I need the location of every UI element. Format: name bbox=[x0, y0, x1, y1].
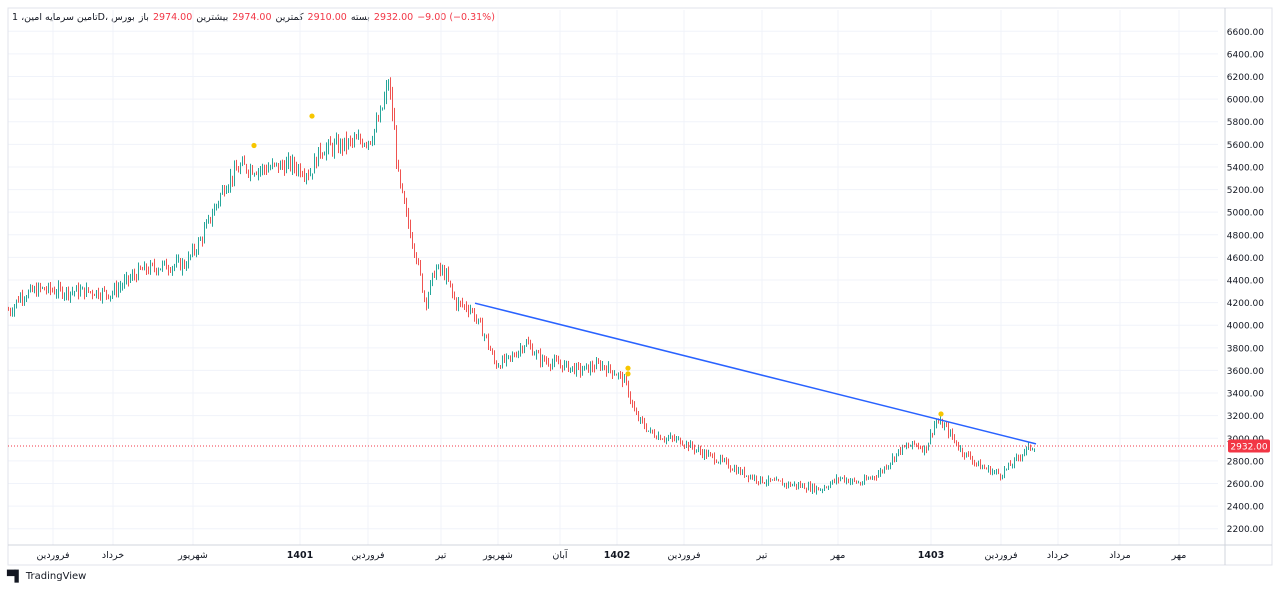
tradingview-logo-icon: ▀▌ bbox=[7, 570, 23, 583]
y-tick-label: 3800.00 bbox=[1227, 344, 1264, 354]
x-tick-label: خرداد bbox=[1047, 550, 1069, 561]
y-tick-label: 2200.00 bbox=[1227, 525, 1264, 535]
event-marker[interactable] bbox=[309, 113, 315, 119]
high-value: 2974.00 bbox=[232, 11, 272, 23]
event-marker[interactable] bbox=[938, 411, 944, 417]
y-tick-label: 4600.00 bbox=[1227, 254, 1264, 264]
chart-frame bbox=[7, 7, 1273, 566]
x-tick-label: فروردین bbox=[36, 550, 69, 561]
y-tick-label: 5000.00 bbox=[1227, 209, 1264, 219]
y-tick-label: 5200.00 bbox=[1227, 186, 1264, 196]
y-tick-label: 6400.00 bbox=[1227, 50, 1264, 60]
chart-header: تامین سرمایه امین، 1D، بورس باز 2974.00 … bbox=[12, 9, 495, 25]
open-value: 2974.00 bbox=[152, 11, 193, 23]
x-tick-label: فروردین bbox=[984, 550, 1017, 561]
tradingview-branding[interactable]: ▀▌ TradingView bbox=[7, 570, 86, 583]
trendline[interactable] bbox=[474, 302, 1037, 445]
y-tick-label: 5400.00 bbox=[1227, 163, 1264, 173]
y-tick-label: 4400.00 bbox=[1227, 277, 1264, 287]
y-tick-label: 2400.00 bbox=[1227, 503, 1264, 513]
y-tick-label: 4200.00 bbox=[1227, 299, 1264, 309]
last-price-badge bbox=[1228, 439, 1270, 453]
close-value: 2932.00 bbox=[373, 11, 414, 23]
x-tick-label: 1402 bbox=[604, 550, 630, 561]
brand-name: TradingView bbox=[25, 571, 87, 582]
y-tick-label: 5800.00 bbox=[1227, 118, 1264, 128]
x-tick-label: 1403 bbox=[918, 550, 944, 561]
y-tick-label: 6600.00 bbox=[1227, 28, 1264, 38]
symbol-label[interactable]: تامین سرمایه امین، 1D، بورس bbox=[12, 11, 135, 23]
y-tick-label: 3600.00 bbox=[1227, 367, 1264, 377]
x-tick-label: تیر bbox=[756, 550, 768, 561]
x-tick-label: فروردین bbox=[351, 550, 384, 561]
y-tick-label: 6000.00 bbox=[1227, 96, 1264, 106]
grid bbox=[7, 7, 1273, 566]
event-marker[interactable] bbox=[251, 142, 257, 149]
low-value: 2910.00 bbox=[307, 11, 347, 23]
change-value: −9.00 (−0.31%) bbox=[417, 11, 495, 23]
event-markers[interactable] bbox=[251, 113, 944, 417]
y-tick-label: 5600.00 bbox=[1227, 141, 1264, 151]
x-tick-label: شهریور bbox=[177, 550, 208, 561]
price-axis[interactable]: 2200.002400.002600.002800.003000.003200.… bbox=[1224, 8, 1270, 565]
last-price-label: 2932.00 bbox=[1230, 442, 1267, 452]
y-tick-label: 3400.00 bbox=[1227, 390, 1264, 400]
event-marker[interactable] bbox=[625, 371, 631, 377]
trendline-layer[interactable] bbox=[8, 302, 1225, 447]
y-tick-label: 4800.00 bbox=[1227, 231, 1264, 241]
y-tick-label: 3200.00 bbox=[1227, 412, 1264, 422]
x-tick-label: مهر bbox=[830, 550, 846, 561]
y-tick-label: 2800.00 bbox=[1227, 457, 1264, 467]
x-tick-label: آبان bbox=[552, 548, 568, 561]
time-axis[interactable]: فروردین خرداد شهریور 1401 فروردین تیر شهریور آب… bbox=[8, 544, 1272, 561]
x-tick-label: 1401 bbox=[287, 550, 313, 561]
low-label: کمترین bbox=[275, 11, 304, 23]
y-tick-label: 4000.00 bbox=[1227, 322, 1264, 332]
candles[interactable] bbox=[8, 77, 1035, 495]
x-tick-label: خرداد bbox=[102, 550, 124, 561]
high-label: بیشترین bbox=[196, 11, 229, 23]
x-tick-label: شهریور bbox=[482, 550, 513, 561]
y-tick-label: 6200.00 bbox=[1227, 73, 1264, 83]
x-tick-label: مهر bbox=[1171, 550, 1187, 561]
x-tick-label: فروردین bbox=[667, 550, 700, 561]
open-label: باز bbox=[138, 11, 149, 23]
event-marker[interactable] bbox=[625, 365, 631, 371]
x-tick-label: تیر bbox=[435, 550, 447, 561]
y-tick-label: 2600.00 bbox=[1227, 480, 1264, 490]
close-label: بسته bbox=[350, 11, 370, 23]
x-tick-label: مرداد bbox=[1109, 550, 1130, 561]
